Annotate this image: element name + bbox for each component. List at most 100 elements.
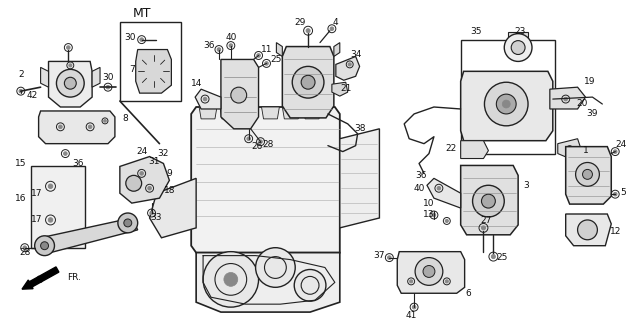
Circle shape	[485, 82, 528, 126]
Circle shape	[259, 140, 262, 143]
Text: 17: 17	[31, 189, 43, 198]
Polygon shape	[120, 156, 169, 203]
Text: 12: 12	[610, 227, 621, 236]
Text: 38: 38	[354, 124, 366, 133]
Text: 11: 11	[261, 45, 272, 54]
Circle shape	[473, 185, 505, 217]
Circle shape	[306, 29, 310, 33]
Circle shape	[445, 280, 448, 283]
Circle shape	[412, 305, 416, 309]
Text: 25: 25	[271, 55, 282, 64]
Circle shape	[482, 226, 485, 230]
Polygon shape	[150, 178, 196, 238]
Circle shape	[118, 213, 138, 233]
Circle shape	[512, 41, 525, 54]
Circle shape	[247, 137, 250, 140]
Text: 8: 8	[122, 114, 127, 124]
Text: 14: 14	[192, 79, 203, 88]
Text: 42: 42	[27, 91, 38, 100]
Circle shape	[41, 242, 48, 250]
Polygon shape	[427, 178, 461, 208]
Circle shape	[34, 236, 55, 256]
Circle shape	[64, 152, 67, 155]
Circle shape	[292, 66, 324, 98]
Text: 37: 37	[374, 251, 385, 260]
Circle shape	[445, 220, 448, 222]
Circle shape	[150, 211, 154, 215]
Circle shape	[231, 87, 247, 103]
Text: 13: 13	[423, 211, 434, 220]
Circle shape	[330, 27, 334, 30]
Circle shape	[576, 163, 599, 186]
Text: MT: MT	[132, 7, 151, 20]
Circle shape	[229, 44, 233, 47]
Polygon shape	[276, 43, 282, 56]
Text: 32: 32	[158, 149, 169, 158]
Bar	[120, 22, 182, 101]
Polygon shape	[397, 252, 464, 293]
Polygon shape	[282, 47, 334, 118]
Circle shape	[432, 213, 436, 217]
Bar	[31, 166, 85, 248]
Circle shape	[568, 147, 571, 150]
Circle shape	[582, 169, 592, 179]
Polygon shape	[340, 129, 380, 228]
Circle shape	[57, 69, 84, 97]
Bar	[508, 32, 528, 42]
Text: 40: 40	[413, 184, 425, 193]
Polygon shape	[195, 89, 221, 109]
Circle shape	[124, 219, 132, 227]
Text: 10: 10	[423, 199, 434, 208]
Circle shape	[265, 62, 268, 65]
Circle shape	[64, 77, 76, 89]
Polygon shape	[303, 107, 321, 119]
Circle shape	[203, 252, 259, 307]
Text: 18: 18	[164, 186, 175, 195]
Circle shape	[387, 256, 391, 260]
Circle shape	[104, 120, 106, 122]
Polygon shape	[566, 214, 612, 246]
Text: 35: 35	[471, 27, 482, 36]
Text: 7: 7	[129, 65, 134, 74]
Text: 4: 4	[333, 18, 339, 27]
Circle shape	[578, 220, 598, 240]
Text: 9: 9	[166, 169, 172, 178]
Circle shape	[203, 97, 207, 101]
Circle shape	[69, 64, 72, 67]
Polygon shape	[558, 139, 582, 158]
Circle shape	[140, 172, 143, 175]
Circle shape	[140, 38, 143, 41]
Bar	[461, 40, 555, 154]
Circle shape	[148, 187, 152, 190]
Polygon shape	[332, 82, 348, 96]
Text: FR.: FR.	[68, 273, 82, 282]
Text: 40: 40	[225, 33, 236, 42]
Text: 1: 1	[583, 146, 589, 155]
Text: 33: 33	[151, 213, 162, 222]
Text: 36: 36	[415, 171, 427, 180]
Circle shape	[48, 184, 53, 188]
Polygon shape	[220, 107, 238, 119]
Circle shape	[106, 85, 110, 89]
Polygon shape	[39, 111, 115, 144]
Text: 26: 26	[251, 142, 262, 151]
Circle shape	[255, 248, 295, 287]
Text: 19: 19	[583, 77, 595, 86]
Circle shape	[410, 280, 413, 283]
Text: 25: 25	[497, 253, 508, 262]
Circle shape	[217, 48, 220, 51]
Text: 6: 6	[466, 289, 471, 298]
Polygon shape	[566, 147, 612, 204]
Polygon shape	[136, 50, 171, 93]
Circle shape	[437, 187, 441, 190]
Text: 28: 28	[19, 248, 31, 257]
Polygon shape	[48, 61, 92, 107]
Text: 24: 24	[615, 140, 627, 149]
Polygon shape	[461, 71, 553, 141]
Text: 29: 29	[294, 18, 306, 27]
Circle shape	[294, 269, 326, 301]
Text: 3: 3	[523, 181, 529, 190]
Circle shape	[48, 218, 53, 222]
Polygon shape	[334, 43, 340, 56]
Circle shape	[503, 100, 510, 108]
